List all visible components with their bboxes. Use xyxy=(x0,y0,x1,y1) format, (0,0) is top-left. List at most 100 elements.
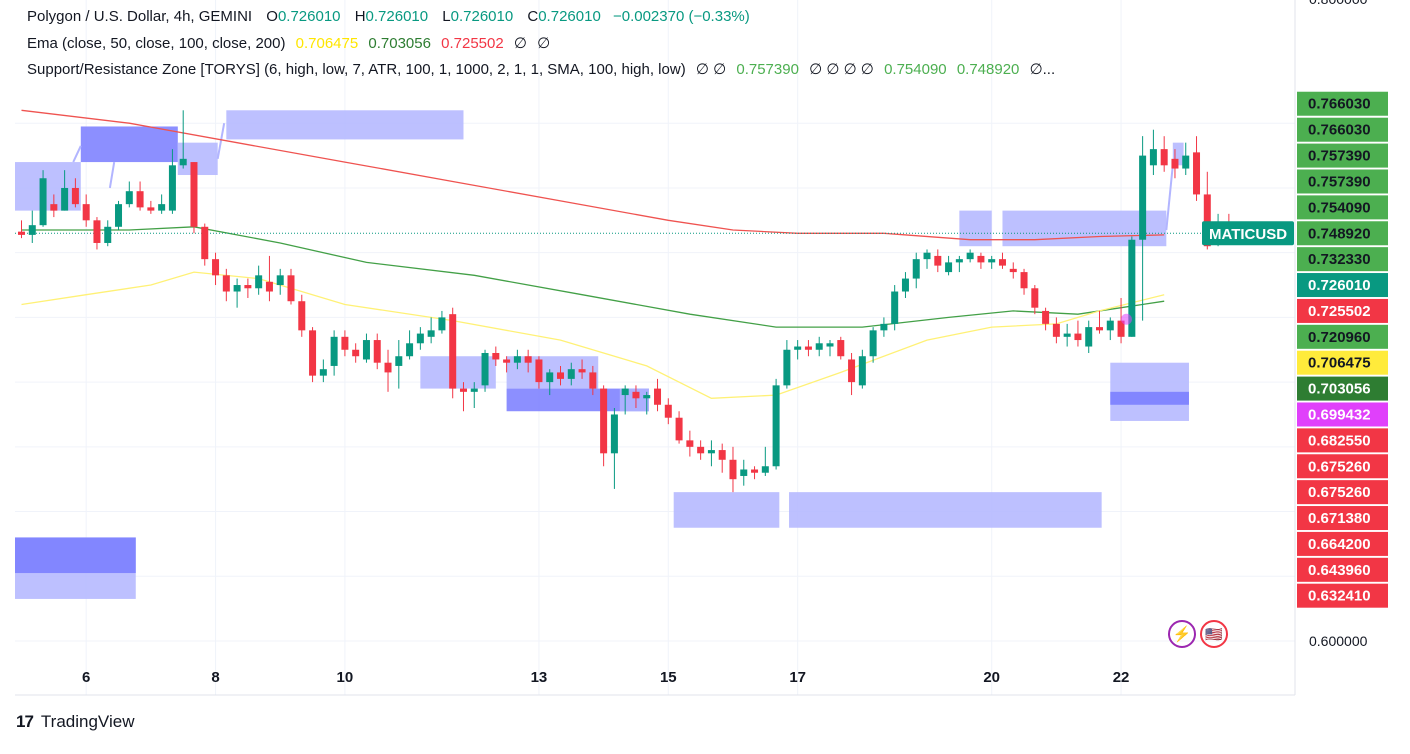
candle-body-down xyxy=(664,404,672,418)
price-axis-badge-text: 0.643960 xyxy=(1308,562,1371,579)
candle-body-down xyxy=(934,255,942,266)
candle-body-up xyxy=(955,259,963,263)
price-axis-badge xyxy=(1297,273,1388,298)
candle-body-down xyxy=(136,191,144,208)
candle-body-down xyxy=(352,349,360,357)
candle-body-down xyxy=(1052,323,1060,337)
price-axis-badge xyxy=(1297,402,1388,427)
sr-zone-connector xyxy=(108,161,116,189)
candle-body-down xyxy=(265,281,273,292)
brand-text: TradingView xyxy=(40,712,135,731)
price-axis-badge-text: 0.726010 xyxy=(1308,277,1371,294)
x-tick-label: 15 xyxy=(660,669,677,686)
ema100-line xyxy=(21,226,1165,328)
candle-body-up xyxy=(481,352,489,386)
open-value: 0.726010 xyxy=(277,8,341,25)
candle-body-up xyxy=(912,259,920,279)
candle-body-up xyxy=(406,343,414,357)
candle-body-up xyxy=(233,285,241,292)
candle-body-down xyxy=(82,204,90,221)
x-tick-label: 22 xyxy=(1113,669,1130,686)
candle-body-up xyxy=(858,356,866,386)
x-tick-label: 20 xyxy=(983,669,1000,686)
bolt-icon[interactable]: ⚡ xyxy=(1168,620,1196,648)
sr-zone-core xyxy=(1110,391,1189,405)
candle-body-up xyxy=(880,323,888,331)
price-axis-badge-text: 0.766030 xyxy=(1308,96,1371,113)
ema200-line xyxy=(21,109,1165,241)
candle-body-down xyxy=(1009,268,1017,273)
price-axis-badge-text: 0.699432 xyxy=(1308,406,1371,423)
price-axis-badge xyxy=(1297,506,1388,531)
price-axis-badge-text: 0.757390 xyxy=(1308,173,1371,190)
candle-body-down xyxy=(1160,149,1168,166)
price-axis-badge-text: 0.732330 xyxy=(1308,251,1371,268)
symbol-legend[interactable]: Polygon / U.S. Dollar, 4h, GEMINI O0.726… xyxy=(27,7,750,27)
price-axis-badge-text: 0.754090 xyxy=(1308,199,1371,216)
price-axis-badge-text: 0.675260 xyxy=(1308,484,1371,501)
candle-body-up xyxy=(707,450,715,454)
tradingview-brand[interactable]: 17 TradingView xyxy=(16,712,134,732)
candle-body-down xyxy=(557,372,564,379)
sr-value-3: 0.748920 xyxy=(956,61,1020,78)
candle-body-up xyxy=(1106,320,1114,331)
sr-value-1: 0.757390 xyxy=(736,61,799,78)
candle-body-up xyxy=(621,388,629,396)
candle-body-down xyxy=(1171,158,1179,169)
candle-body-down xyxy=(212,259,220,276)
candle-body-down xyxy=(1031,288,1039,308)
ema-legend[interactable]: Ema (close, 50, close, 100, close, 200) … xyxy=(27,34,550,54)
candle-body-up xyxy=(945,262,953,273)
candle-body-up xyxy=(966,252,974,260)
price-axis-badge-text: 0.748920 xyxy=(1308,225,1371,242)
price-axis-badge-text: 0.757390 xyxy=(1308,148,1371,165)
sr-zone xyxy=(959,210,992,247)
candle-body-up xyxy=(319,369,327,376)
candle-body-up xyxy=(643,395,651,399)
candle-body-down xyxy=(578,369,586,373)
candle-body-up xyxy=(988,259,996,263)
price-axis-badge xyxy=(1297,531,1388,556)
sr-zone xyxy=(1172,142,1184,166)
candle-body-up xyxy=(891,291,899,324)
candle-body-down xyxy=(18,231,25,235)
candle-body-up xyxy=(1063,333,1071,337)
price-axis-badge xyxy=(1297,583,1388,608)
price-axis-badge xyxy=(1297,221,1388,246)
sr-zone xyxy=(789,492,1102,528)
price-axis-badge-text: 0.675260 xyxy=(1308,458,1371,475)
cross-marker-dot xyxy=(1120,313,1132,325)
price-axis-badge-text: 0.706475 xyxy=(1308,355,1371,372)
tradingview-logo-icon: 17 xyxy=(16,712,34,731)
sr-na-a: ∅ ∅ xyxy=(695,61,727,78)
candle-body-up xyxy=(125,191,133,205)
candle-body-down xyxy=(459,388,467,392)
candle-body-up xyxy=(761,466,769,473)
price-axis-badge xyxy=(1297,324,1388,349)
y-tick-label: 0.800000 xyxy=(1309,0,1368,7)
price-axis-badge xyxy=(1297,298,1388,323)
candle-body-down xyxy=(50,204,58,211)
candle-body-up xyxy=(395,356,403,366)
price-axis-badge xyxy=(1297,454,1388,479)
candle-body-down xyxy=(222,275,230,292)
sr-zone-legend[interactable]: Support/Resistance Zone [TORYS] (6, high… xyxy=(27,60,1055,80)
x-tick-label: 6 xyxy=(82,669,90,686)
x-tick-label: 10 xyxy=(337,669,354,686)
ema-na-1: ∅ xyxy=(513,35,527,52)
price-axis-badge-text: 0.766030 xyxy=(1308,122,1371,139)
candle-body-down xyxy=(697,446,705,454)
candle-body-down xyxy=(1074,333,1082,341)
candle-body-up xyxy=(1128,239,1136,337)
sr-zone-label: Support/Resistance Zone [TORYS] (6, high… xyxy=(27,61,686,78)
candle-body-up xyxy=(330,336,338,366)
symbol-tag-text: MATICUSD xyxy=(1209,226,1287,243)
sr-zone-core xyxy=(80,126,178,163)
candle-body-up xyxy=(740,469,748,476)
candle-body-down xyxy=(686,440,694,447)
us-flag-icon[interactable]: 🇺🇸 xyxy=(1200,620,1228,648)
price-axis-badge xyxy=(1297,350,1388,375)
sr-zone xyxy=(673,492,780,528)
